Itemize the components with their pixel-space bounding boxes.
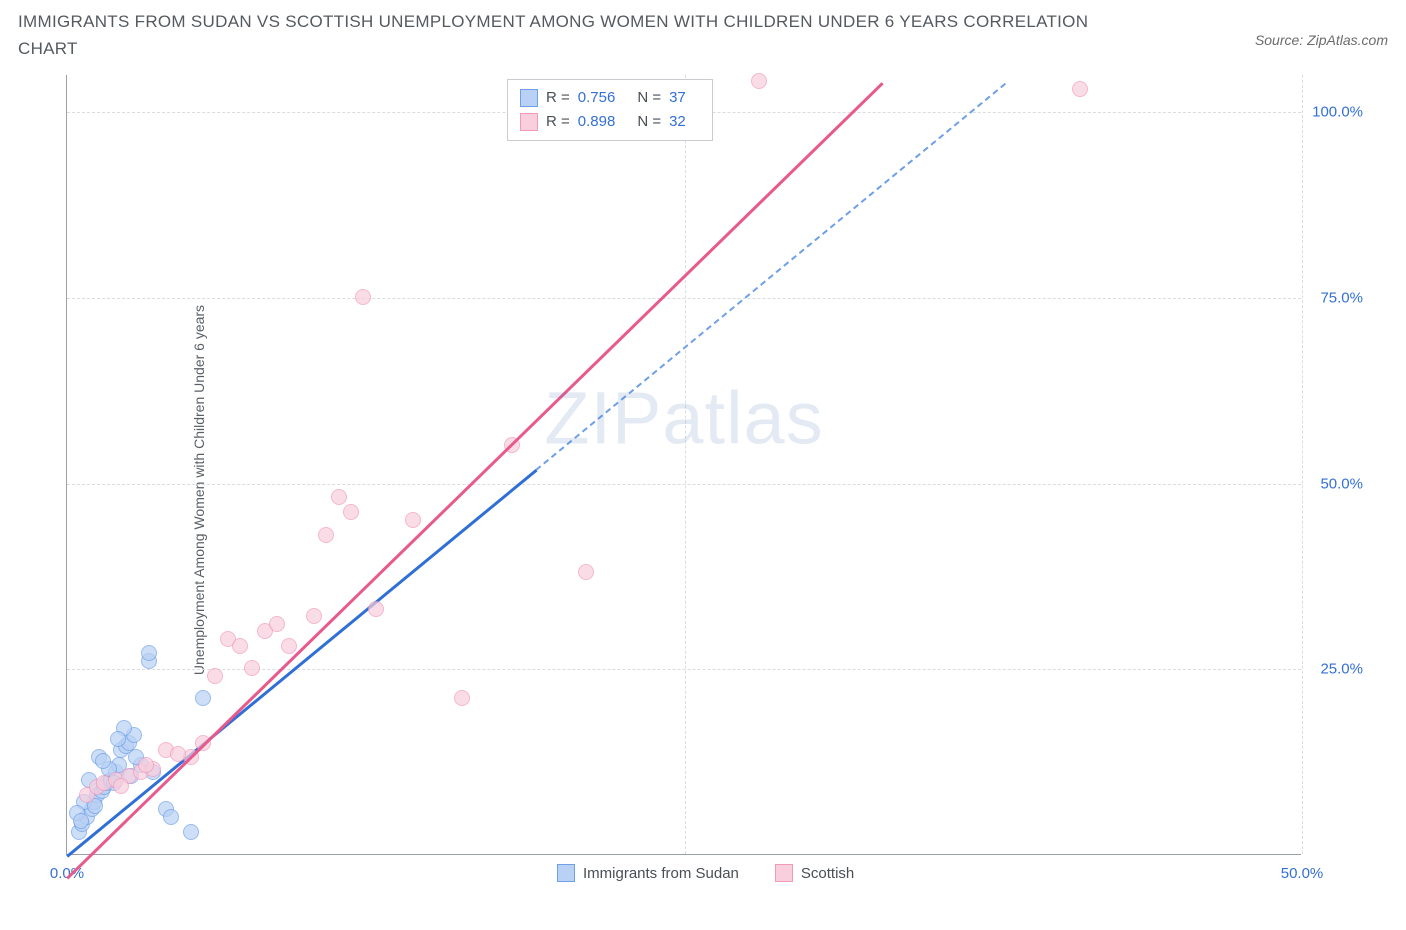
r-value-sudan: 0.756 [578, 86, 616, 110]
legend-label-sudan: Immigrants from Sudan [583, 865, 739, 882]
data-point [232, 638, 248, 654]
trendline [66, 469, 537, 857]
r-label: R = [546, 110, 570, 134]
chart-title: IMMIGRANTS FROM SUDAN VS SCOTTISH UNEMPL… [18, 8, 1118, 62]
legend-swatch-scottish [775, 864, 793, 882]
data-point [343, 504, 359, 520]
gridline-v [685, 75, 686, 854]
data-point [138, 757, 154, 773]
chart-header: IMMIGRANTS FROM SUDAN VS SCOTTISH UNEMPL… [0, 0, 1406, 62]
n-label: N = [637, 86, 661, 110]
data-point [454, 690, 470, 706]
legend-label-scottish: Scottish [801, 865, 854, 882]
n-value-scottish: 32 [669, 110, 686, 134]
y-tick-label: 75.0% [1320, 289, 1363, 306]
data-point [183, 824, 199, 840]
data-point [405, 512, 421, 528]
stats-row-scottish: R = 0.898 N = 32 [520, 110, 700, 134]
x-tick-label: 50.0% [1281, 865, 1324, 882]
legend-item-sudan: Immigrants from Sudan [557, 864, 739, 882]
stats-row-sudan: R = 0.756 N = 37 [520, 86, 700, 110]
y-tick-label: 25.0% [1320, 661, 1363, 678]
data-point [269, 616, 285, 632]
data-point [195, 690, 211, 706]
data-point [170, 746, 186, 762]
data-point [73, 813, 89, 829]
data-point [207, 668, 223, 684]
data-point [368, 601, 384, 617]
data-point [95, 753, 111, 769]
n-label: N = [637, 110, 661, 134]
data-point [331, 489, 347, 505]
data-point [113, 778, 129, 794]
swatch-scottish [520, 113, 538, 131]
source-citation: Source: ZipAtlas.com [1255, 32, 1388, 48]
data-point [355, 289, 371, 305]
data-point [1072, 81, 1088, 97]
data-point [141, 645, 157, 661]
legend-item-scottish: Scottish [775, 864, 854, 882]
chart-container: Unemployment Among Women with Children U… [18, 75, 1388, 905]
data-point [578, 564, 594, 580]
r-value-scottish: 0.898 [578, 110, 616, 134]
stats-legend: R = 0.756 N = 37 R = 0.898 N = 32 [507, 79, 713, 141]
data-point [318, 527, 334, 543]
data-point [244, 660, 260, 676]
data-point [163, 809, 179, 825]
trendline [66, 83, 883, 880]
y-tick-label: 50.0% [1320, 475, 1363, 492]
data-point [751, 73, 767, 89]
legend-swatch-sudan [557, 864, 575, 882]
watermark-thin: atlas [662, 376, 823, 459]
data-point [110, 731, 126, 747]
plot-area: ZIPatlas R = 0.756 N = 37 R = 0.898 N = … [66, 75, 1301, 855]
swatch-sudan [520, 89, 538, 107]
n-value-sudan: 37 [669, 86, 686, 110]
series-legend: Immigrants from Sudan Scottish [557, 864, 854, 882]
y-tick-label: 100.0% [1312, 104, 1363, 121]
r-label: R = [546, 86, 570, 110]
data-point [306, 608, 322, 624]
gridline-v [1302, 75, 1303, 854]
data-point [281, 638, 297, 654]
